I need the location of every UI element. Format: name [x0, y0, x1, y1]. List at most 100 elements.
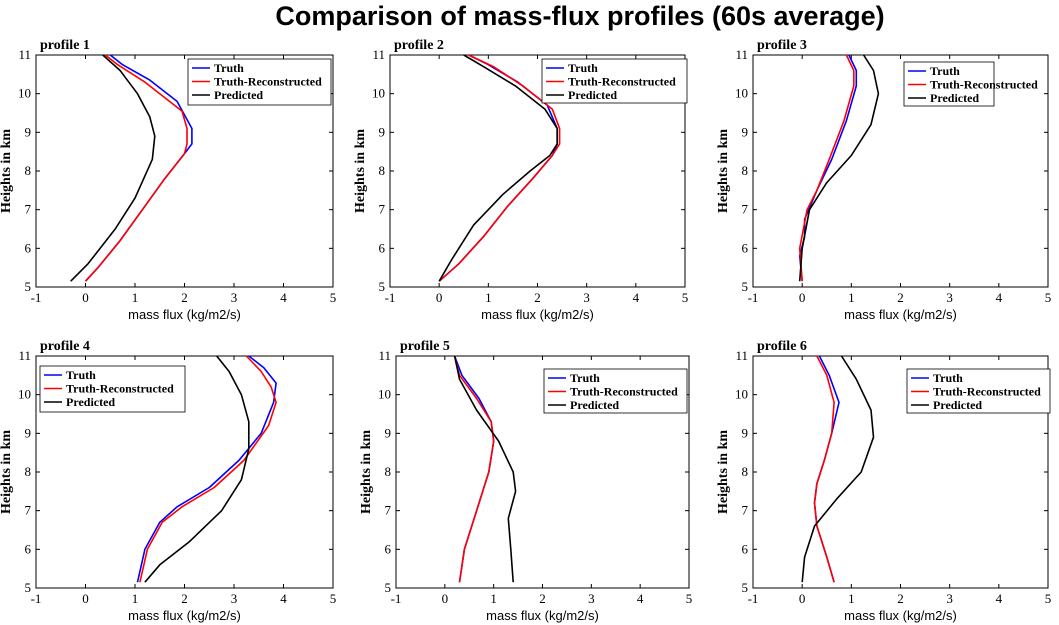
x-tick-label: 4 — [996, 290, 1003, 305]
x-axis-label: mass flux (kg/m2/s) — [481, 307, 594, 322]
figure-title: Comparison of mass-flux profiles (60s av… — [275, 1, 884, 31]
y-tick-label: 6 — [742, 240, 749, 255]
legend-entry: Predicted — [66, 395, 115, 409]
x-axis-label: mass flux (kg/m2/s) — [128, 307, 241, 322]
legend-box — [187, 58, 332, 106]
x-tick-label: 0 — [799, 591, 806, 606]
profile-label: profile 3 — [757, 38, 807, 53]
y-tick-label: 10 — [372, 86, 385, 101]
x-tick-label: 1 — [848, 591, 855, 606]
x-tick-label: 5 — [1045, 290, 1052, 305]
x-tick-label: 5 — [686, 591, 693, 606]
y-tick-label: 7 — [379, 202, 386, 217]
y-tick-label: 9 — [25, 124, 32, 139]
y-tick-label: 5 — [25, 580, 32, 595]
profile-label: profile 4 — [40, 339, 90, 354]
series-line-truth — [813, 355, 840, 583]
x-tick-label: -1 — [391, 591, 402, 606]
legend-entry: Truth — [570, 371, 600, 385]
series-line-truth-reconstructed — [438, 54, 561, 282]
y-tick-label: 9 — [385, 425, 392, 440]
x-tick-label: 2 — [181, 591, 188, 606]
y-tick-label: 7 — [385, 503, 392, 518]
legend-entry: Truth — [66, 368, 96, 382]
legend-entry: Truth-Reconstructed — [214, 75, 322, 89]
y-axis-label: Heights in km — [0, 129, 14, 213]
series-line-truth-reconstructed — [798, 54, 855, 282]
x-tick-label: 4 — [280, 290, 287, 305]
y-tick-label: 11 — [378, 348, 391, 363]
y-tick-label: 7 — [742, 202, 749, 217]
profile-label: profile 1 — [40, 38, 90, 53]
profile-label: profile 5 — [400, 339, 450, 354]
legend-entry: Truth — [214, 61, 244, 75]
x-tick-label: 1 — [490, 591, 497, 606]
x-tick-label: 1 — [485, 290, 492, 305]
y-tick-label: 9 — [25, 425, 32, 440]
y-tick-label: 7 — [742, 503, 749, 518]
series-line-truth — [136, 355, 277, 583]
x-tick-label: 0 — [442, 591, 449, 606]
legend-entry: Truth — [568, 61, 598, 75]
x-tick-label: 4 — [280, 591, 287, 606]
y-tick-label: 5 — [379, 279, 386, 294]
x-axis-label: mass flux (kg/m2/s) — [844, 307, 957, 322]
y-axis-label: Heights in km — [0, 430, 14, 514]
series-line-truth-reconstructed — [453, 355, 495, 583]
y-tick-label: 9 — [742, 124, 749, 139]
legend-entry: Truth-Reconstructed — [568, 75, 676, 89]
y-tick-label: 5 — [25, 279, 32, 294]
legend-entry: Predicted — [570, 398, 619, 412]
y-tick-label: 10 — [735, 86, 748, 101]
series-line-predicted — [70, 54, 156, 282]
panel-5: -1 0 1 2 3 4 5 5 6 7 8 9 10 11 profile 5 Heights in km m… — [359, 339, 692, 623]
x-axis-label: mass flux (kg/m2/s) — [486, 608, 599, 623]
x-tick-label: 4 — [996, 591, 1003, 606]
x-tick-label: 3 — [231, 591, 238, 606]
legend-entry: Truth — [933, 371, 963, 385]
series-line-predicted — [453, 355, 517, 583]
panel-1: -1 0 1 2 3 4 5 5 6 7 8 9 10 11 profile 1 Heights in km m… — [0, 38, 336, 322]
y-tick-label: 5 — [742, 580, 749, 595]
series-line-truth-reconstructed — [139, 355, 277, 583]
x-tick-label: 2 — [897, 290, 904, 305]
x-tick-label: 2 — [539, 591, 546, 606]
y-tick-label: 11 — [735, 47, 748, 62]
x-tick-label: -1 — [748, 591, 759, 606]
x-tick-label: -1 — [748, 290, 759, 305]
y-tick-label: 7 — [25, 202, 32, 217]
series-line-truth — [798, 54, 858, 282]
panel-2: -1 0 1 2 3 4 5 5 6 7 8 9 10 11 profile 2 Heights in km m… — [353, 38, 688, 322]
x-tick-label: 4 — [633, 290, 640, 305]
x-tick-label: 3 — [583, 290, 590, 305]
legend-entry: Truth-Reconstructed — [930, 78, 1038, 92]
y-tick-label: 10 — [735, 387, 748, 402]
x-tick-label: 2 — [181, 290, 188, 305]
y-tick-label: 11 — [372, 47, 385, 62]
series-line-predicted — [438, 54, 559, 282]
y-tick-label: 11 — [18, 47, 31, 62]
profile-label: profile 6 — [757, 339, 807, 354]
y-tick-label: 8 — [742, 464, 749, 479]
x-tick-label: 0 — [82, 591, 89, 606]
y-axis-label: Heights in km — [359, 430, 374, 514]
y-axis-label: Heights in km — [716, 129, 731, 213]
y-tick-label: 8 — [379, 163, 386, 178]
y-tick-label: 9 — [379, 124, 386, 139]
y-axis-label: Heights in km — [716, 430, 731, 514]
legend-entry: Truth-Reconstructed — [570, 385, 678, 399]
x-tick-label: 5 — [330, 591, 337, 606]
x-tick-label: 5 — [682, 290, 689, 305]
y-tick-label: 6 — [25, 541, 32, 556]
x-tick-label: 1 — [132, 290, 139, 305]
y-tick-label: 6 — [385, 541, 392, 556]
legend-entry: Predicted — [933, 398, 982, 412]
x-tick-label: 0 — [82, 290, 89, 305]
series-line-truth-reconstructed — [813, 355, 835, 583]
legend-box — [543, 368, 688, 414]
